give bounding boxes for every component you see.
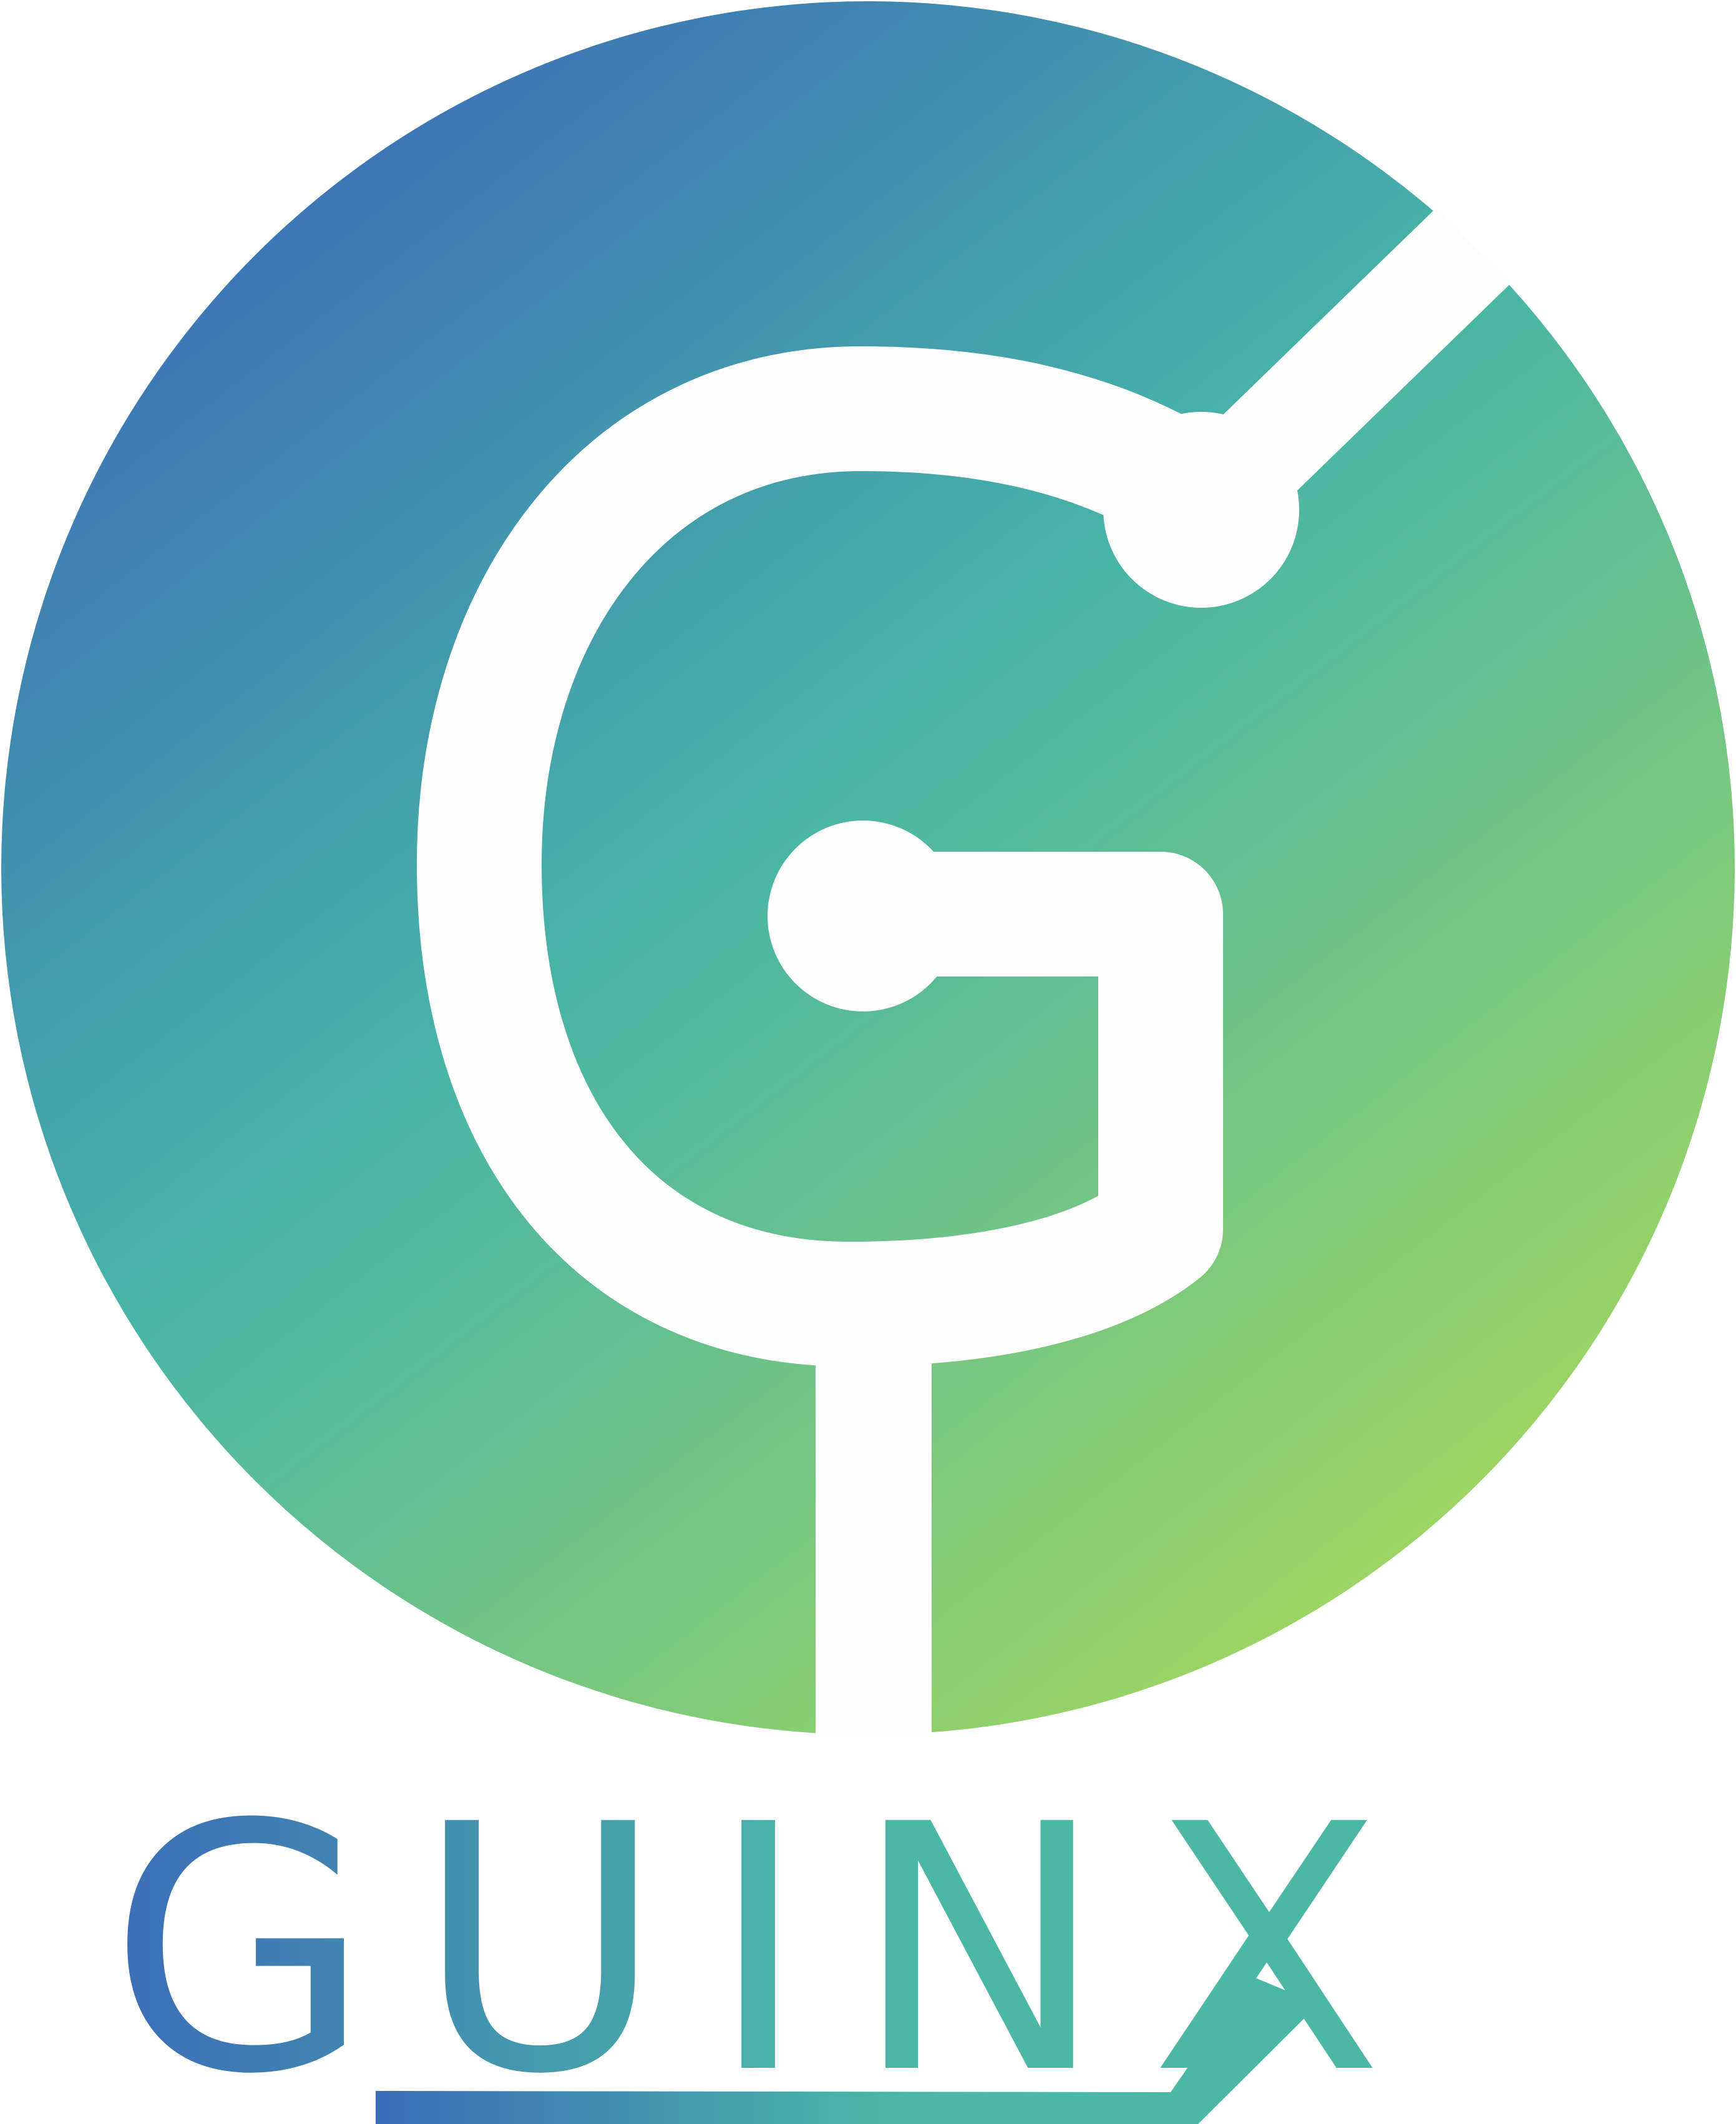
g-inner-node <box>768 821 958 1011</box>
g-tail-stem <box>816 1279 932 1738</box>
wordmark: GUINX <box>108 1752 1426 2124</box>
g-letterform <box>417 207 1511 1738</box>
g-arc <box>417 346 1223 1366</box>
circuit-g-emblem-icon <box>1 1 1735 1738</box>
g-diagonal-wire <box>1164 207 1511 548</box>
wordmark-underline <box>376 1976 1319 2124</box>
